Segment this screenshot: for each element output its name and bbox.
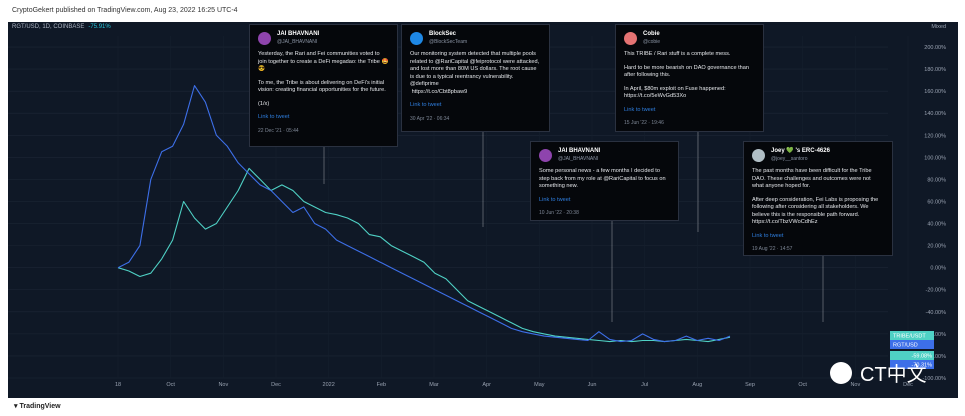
tweet-card: JAI BHAVNANI @JAI_BHAVNANI Some personal … [530,141,679,221]
tweet-author-handle: @JAI_BHAVNANI [558,155,599,162]
tweet-paragraph: Hard to be more bearish on DAO governanc… [624,64,751,79]
tweet-paragraph: To me, the Tribe is about delivering on … [258,79,386,94]
x-tick-label: Aug [692,382,702,388]
y-tick-label: -60.00% [926,332,947,338]
tweet-author-name: Joey 💚 's ERC-4626 [771,148,830,154]
y-tick-label: -20.00% [926,288,947,294]
series-name-badge [890,340,934,349]
y-tick-label: 160.00% [924,89,946,95]
tweet-link[interactable]: Link to tweet [410,102,442,108]
y-tick-label: 180.00% [924,67,946,73]
tweet-card: JAI BHAVNANI @JAI_BHAVNANI Yesterday, the… [249,24,398,147]
tweet-author-handle: @joey__santoro [771,155,808,162]
x-tick-label: Nov [850,382,860,388]
tweet-date: 19 Aug '22 · 14:57 [752,246,793,252]
tweet-link[interactable]: Link to tweet [258,114,290,120]
series-line-1 [117,85,731,343]
tweet-link[interactable]: Link to tweet [624,106,656,113]
tweet-author-name: JAI BHAVNANI [558,148,601,154]
y-tick-label: 140.00% [924,111,946,117]
wechat-icon [830,361,852,384]
watermark: CT中文 [830,358,927,387]
series-value-label: -59.08% [912,354,933,360]
tweet-author-name: BlockSec [429,31,457,37]
y-tick-label: 100.00% [924,155,946,161]
y-tick-label: -100.00% [922,376,946,382]
y-tick-label: 40.00% [927,222,946,228]
tweet-paragraph: Our monitoring system detected that mult… [410,51,540,95]
x-tick-label: Feb [377,382,386,388]
y-tick-label: 80.00% [927,177,946,183]
avatar [624,32,637,45]
tradingview-logo: ▾ TradingView [14,403,61,410]
y-tick-label: 20.00% [927,244,946,250]
y-tick-label: 200.00% [924,45,946,51]
avatar [410,32,423,45]
x-tick-label: Apr [482,382,491,388]
y-tick-label: 0.00% [930,266,946,272]
tweet-paragraph: After deep consideration, Fei Labs is pr… [752,196,880,226]
x-tick-label: 2022 [323,382,335,388]
x-tick-label: Oct [166,382,175,388]
x-tick-label: Sep [745,382,755,388]
x-tick-label: Jul [641,382,648,388]
series-name-label: TRIBE/USDT [893,334,926,340]
y-tick-label: 60.00% [927,199,946,205]
footer-bar [0,398,965,416]
tweet-author-handle: @cobie [643,38,661,45]
tweet-link[interactable]: Link to tweet [752,232,784,239]
x-tick-label: Oct [798,382,807,388]
symbol-name: RGT/USD, 1D, COINBASE [12,24,85,30]
tweet-card: BlockSec @BlockSecTeam Our monitoring sys… [401,24,550,132]
tweet-author-handle: @BlockSecTeam [429,38,468,45]
y-tick-label: 120.00% [924,133,946,139]
publication-title: CryptoGekert published on TradingView.co… [12,7,238,14]
tweet-date: 30 Apr '22 · 06:34 [410,115,450,122]
tweet-author-name: Cobie [643,31,660,37]
publication-header: CryptoGekert published on TradingView.co… [0,0,965,22]
x-tick-label: Dec [271,382,281,388]
tweet-date: 10 Jun '22 · 20:38 [539,210,579,216]
series-name-label: RGT/USD [893,343,918,349]
avatar [752,149,765,162]
series-name-badge [890,331,934,340]
symbol-change: -75.91% [88,24,111,30]
scale-label: Mixed [931,24,946,30]
tradingview-logo-text: TradingView [19,403,61,410]
tweet-paragraph: Yesterday, the Rari and Fei communities … [258,51,389,72]
avatar [539,149,552,162]
tweet-paragraph: This TRIBE / Rari stuff is a complete me… [624,51,731,57]
tweet-link[interactable]: Link to tweet [539,196,571,203]
series-value-label: -70.31% [912,363,933,369]
tweet-author-name: JAI BHAVNANI [277,31,320,37]
series-value-badge [890,360,934,369]
x-tick-label: Jun [588,382,597,388]
tweet-card: Joey 💚 's ERC-4626 @joey__santoro The pas… [743,141,893,256]
x-tick-label: Nov [218,382,228,388]
y-tick-label: -40.00% [926,310,947,316]
avatar [258,32,271,45]
x-tick-label: Mar [429,382,439,388]
series-value-badge [890,351,934,360]
tweet-paragraph: (1/x) [258,100,270,107]
watermark-text: CT中文 [860,364,927,386]
y-tick-label: -80.00% [926,354,947,360]
tweet-date: 15 Jun '22 · 19:46 [624,120,664,126]
tweet-card: Cobie @cobie This TRIBE / Rari stuff is a… [615,24,764,132]
x-tick-label: Dec [903,382,913,388]
tweet-paragraph: In April, $80m exploit on Fuse happened:… [624,85,728,100]
tweet-paragraph: The past months have been difficult for … [752,168,874,189]
symbol-info: RGT/USD, 1D, COINBASE -75.91% [12,24,111,30]
x-tick-label: 18 [115,382,121,388]
tweet-date: 22 Dec '21 · 05:44 [258,127,299,134]
tweet-author-handle: @JAI_BHAVNANI [277,38,318,45]
tweet-paragraph: Some personal news - a few months I deci… [539,168,668,189]
x-tick-label: May [534,382,545,388]
